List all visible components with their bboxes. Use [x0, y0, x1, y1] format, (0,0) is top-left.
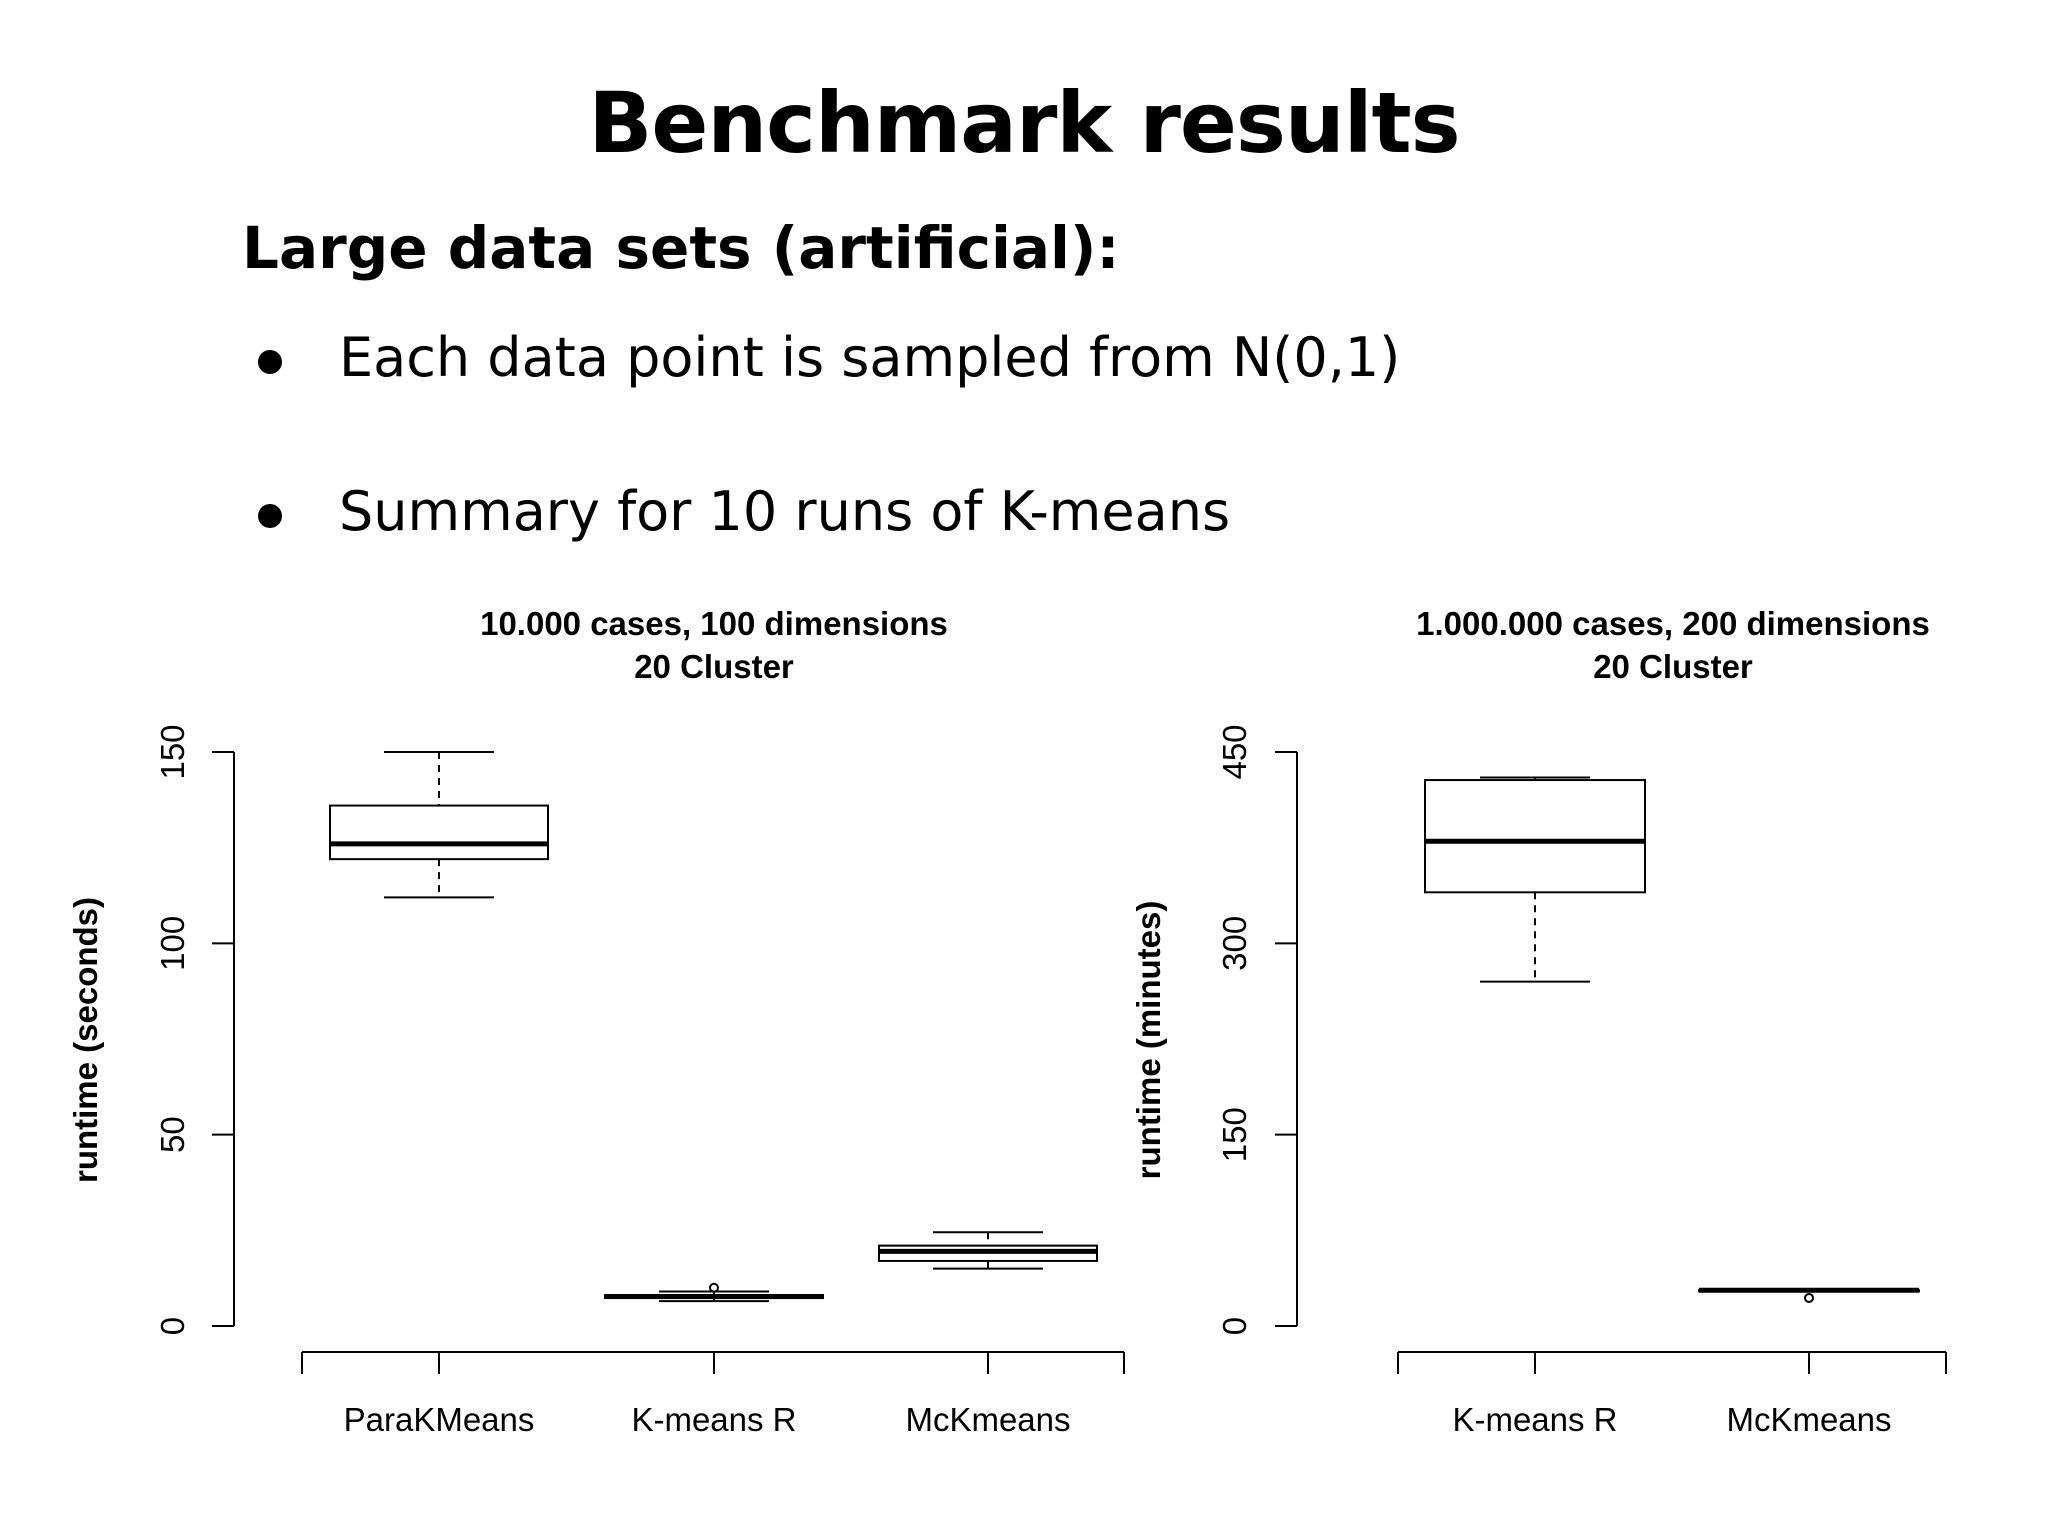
x-tick-label: McKmeans: [905, 1401, 1070, 1438]
outlier-point: [709, 1282, 719, 1293]
y-axis-label: runtime (minutes): [1130, 901, 1167, 1180]
x-tick-label: K-means R: [631, 1401, 796, 1438]
y-tick-label: 150: [154, 724, 191, 779]
y-tick-label: 450: [1216, 724, 1253, 779]
iqr-box: [329, 804, 549, 861]
iqr-box: [1424, 779, 1646, 894]
bullet-dot-icon: [258, 350, 282, 374]
chart-title: 1.000.000 cases, 200 dimensions: [1416, 605, 1930, 642]
section-heading: Large data sets (artificial):: [242, 214, 1120, 282]
box-mckmeans: [1698, 1287, 1920, 1303]
y-tick-label: 0: [154, 1317, 191, 1335]
bullet-text: Summary for 10 runs of K-means: [339, 480, 1231, 543]
box-k-means-r: [604, 1282, 824, 1303]
y-tick-label: 300: [1216, 916, 1253, 971]
boxplot-chart-1: 10.000 cases, 100 dimensions 20 Cluster 0 5…: [67, 605, 1125, 1438]
slide-title: Benchmark results: [588, 74, 1460, 172]
bullet-dot-icon: [258, 504, 282, 528]
outlier-point: [1804, 1292, 1814, 1303]
chart-title: 20 Cluster: [634, 648, 794, 685]
bullet-text: Each data point is sampled from N(0,1): [339, 326, 1401, 389]
x-tick-label: ParaKMeans: [344, 1401, 535, 1438]
x-tick-label: K-means R: [1452, 1401, 1617, 1438]
y-tick-label: 150: [1216, 1107, 1253, 1162]
y-tick-label: 0: [1216, 1317, 1253, 1335]
box-k-means-r: [1424, 776, 1646, 983]
y-tick-label: 50: [154, 1116, 191, 1153]
y-axis-label: runtime (seconds): [67, 897, 104, 1183]
chart-title: 10.000 cases, 100 dimensions: [480, 605, 948, 642]
y-tick-label: 100: [154, 916, 191, 971]
box-mckmeans: [878, 1231, 1098, 1270]
boxplot-chart-2: 1.000.000 cases, 200 dimensions 20 Cluste…: [1130, 605, 1947, 1438]
box-parakmeans: [329, 751, 549, 899]
chart-title: 20 Cluster: [1593, 648, 1753, 685]
x-tick-label: McKmeans: [1726, 1401, 1891, 1438]
